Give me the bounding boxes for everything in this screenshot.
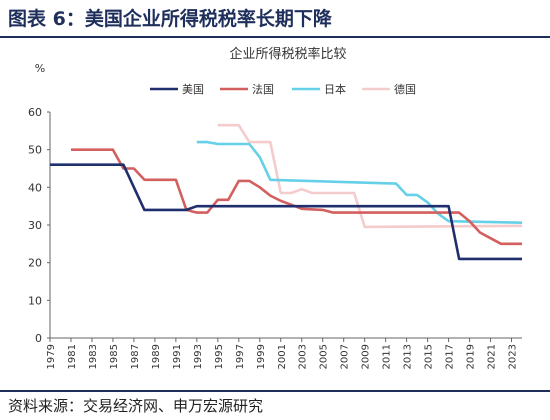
title-divider [0,36,550,38]
x-tick-label: 2001 [277,344,288,369]
chart-title: 企业所得税税率比较 [229,46,346,62]
line-chart: 企业所得税税率比较 % 美国 法国 日本 德国 0 10 20 30 40 50 60 1979 19… [28,46,523,369]
y-tick-label: 50 [28,144,42,157]
y-tick-label: 40 [28,181,42,194]
figure-title: 图表 6：美国企业所得税税率长期下降 [8,8,332,30]
axes: 0 10 20 30 40 50 60 1979 1981 1983 1985 1987 1989 199… [28,106,522,369]
source-note: 资料来源：交易经济网、申万宏源研究 [8,397,264,415]
x-tick-label: 1987 [130,344,141,369]
y-tick-label: 60 [28,106,42,119]
legend-label-3: 德国 [394,82,416,96]
y-tick-label: 10 [28,294,42,307]
x-tick-label: 2003 [298,344,309,369]
x-tick-label: 2011 [382,344,393,369]
series-line-0 [50,163,522,261]
y-tick-label: 30 [28,219,42,232]
x-tick-label: 2005 [319,344,330,369]
x-tick-label: 2007 [340,344,351,369]
plot-area [50,123,523,261]
y-axis-unit-label: % [35,62,45,75]
legend-label-1: 法国 [252,82,274,96]
x-tick-label: 2009 [361,344,372,369]
legend: 美国 法国 日本 德国 [150,82,416,96]
x-tick-label: 1995 [214,344,225,369]
x-tick-label: 2013 [403,344,414,369]
y-tick-label: 20 [28,257,42,270]
x-tick-label: 2019 [466,344,477,369]
series-line-1 [71,148,522,246]
x-tick-label: 1999 [256,344,267,369]
x-tick-label: 1985 [109,344,120,369]
x-tick-label: 1983 [88,344,99,369]
x-tick-label: 2017 [445,344,456,369]
x-tick-label: 1991 [172,344,183,369]
source-divider [0,390,550,392]
x-tick-label: 2021 [487,344,498,369]
x-tick-label: 1979 [46,344,57,369]
x-tick-label: 1993 [193,344,204,369]
y-tick-label: 0 [35,332,42,345]
x-tick-label: 1981 [67,344,78,369]
x-tick-label: 2023 [508,344,519,369]
legend-label-0: 美国 [182,83,204,96]
x-tick-label: 1997 [235,344,246,369]
series-line-3 [217,123,523,229]
x-tick-label: 2015 [424,344,435,369]
legend-label-2: 日本 [324,82,346,96]
x-tick-label: 1989 [151,344,162,369]
